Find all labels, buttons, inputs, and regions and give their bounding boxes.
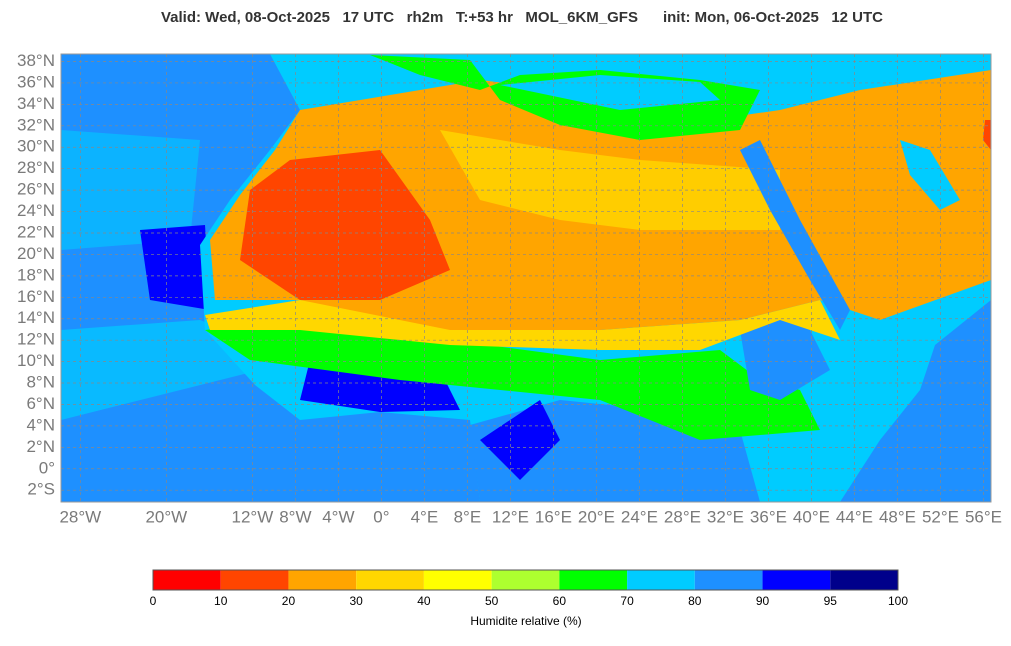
map-title: Valid: Wed, 08-Oct-2025 17 UTC rh2m T:+5… [161,9,883,26]
colorbar-label: Humidite relative (%) [470,614,581,628]
lon-tick-label: 8°W [279,507,311,526]
lat-tick-label: 10°N [17,351,55,370]
colorbar-tick-label: 80 [688,594,702,608]
lon-tick-label: 36°E [750,507,787,526]
lon-tick-label: 16°E [535,507,572,526]
colorbar-tick-label: 95 [824,594,838,608]
lon-tick-label: 52°E [922,507,959,526]
lat-tick-label: 22°N [17,222,55,241]
lon-tick-label: 40°E [793,507,830,526]
colorbar-segment [830,570,898,590]
lat-tick-label: 0° [39,458,55,477]
map-frame [60,53,992,503]
lat-tick-label: 16°N [17,287,55,306]
lon-tick-label: 12°E [492,507,529,526]
lat-tick-label: 24°N [17,201,55,220]
colorbar-tick-label: 70 [620,594,634,608]
colorbar-segment [220,570,289,590]
colorbar-segment [153,570,221,590]
colorbar-tick-label: 100 [888,594,908,608]
colorbar-tick-label: 30 [350,594,364,608]
lat-tick-label: 28°N [17,158,55,177]
lon-tick-label: 48°E [879,507,916,526]
lat-tick-label: 20°N [17,244,55,263]
colorbar-frame [152,569,899,591]
colorbar-segment [288,570,357,590]
lon-tick-label: 32°E [707,507,744,526]
lat-tick-label: 6°N [26,394,55,413]
lon-tick-label: 56°E [965,507,1002,526]
lat-tick-label: 38°N [17,51,55,70]
lat-tick-label: 2°N [26,437,55,456]
colorbar-tick-label: 60 [553,594,567,608]
lat-tick-label: 2°S [27,480,55,499]
lon-tick-label: 4°E [411,507,439,526]
lat-tick-label: 36°N [17,72,55,91]
lat-tick-label: 34°N [17,94,55,113]
lat-tick-label: 32°N [17,115,55,134]
lon-tick-label: 24°E [621,507,658,526]
lon-tick-label: 8°E [454,507,482,526]
lat-tick-label: 14°N [17,308,55,327]
colorbar-tick-label: 50 [485,594,499,608]
colorbar-segment [356,570,424,590]
colorbar-segment [627,570,695,590]
map-field [61,54,991,502]
colorbar-tick-label: 0 [150,594,157,608]
lat-tick-label: 8°N [26,373,55,392]
colorbar-segment [694,570,763,590]
lon-tick-label: 20°W [145,507,187,526]
lon-tick-label: 4°W [322,507,354,526]
colorbar-segment [423,570,492,590]
colorbar-tick-label: 40 [417,594,431,608]
lat-tick-label: 26°N [17,180,55,199]
lon-tick-label: 0° [373,507,389,526]
lon-tick-label: 28°W [59,507,101,526]
lon-tick-label: 20°E [578,507,615,526]
lon-tick-label: 28°E [664,507,701,526]
colorbar-segment [762,570,831,590]
colorbar-segment [491,570,560,590]
colorbar-tick-label: 90 [756,594,770,608]
colorbar-tick-label: 10 [214,594,228,608]
lat-tick-label: 30°N [17,137,55,156]
lat-tick-label: 4°N [26,415,55,434]
colorbar-tick-label: 20 [282,594,296,608]
lon-tick-label: 44°E [836,507,873,526]
lon-tick-label: 12°W [231,507,273,526]
colorbar-segment [559,570,628,590]
lat-tick-label: 18°N [17,265,55,284]
lat-tick-label: 12°N [17,330,55,349]
